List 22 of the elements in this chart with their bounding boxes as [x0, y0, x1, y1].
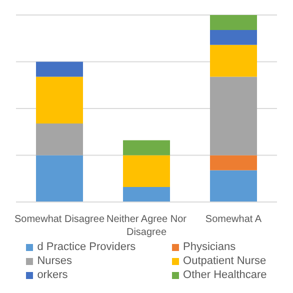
bar: [210, 30, 257, 45]
bar: [210, 15, 257, 30]
bar: [36, 76, 83, 124]
bar: [123, 140, 170, 156]
x-tick-label: Somewhat A: [205, 214, 262, 225]
bar: [123, 155, 170, 188]
legend-label: Physicians: [183, 240, 236, 254]
legend-label: Nurses: [37, 254, 72, 268]
bar: [36, 123, 83, 156]
bar: [36, 62, 83, 77]
legend-label: d Practice Providers: [37, 240, 136, 254]
legend-label: Outpatient Nurse: [183, 254, 266, 268]
x-tick-label: Somewhat Disagree: [14, 214, 105, 225]
bar: [36, 155, 83, 202]
legend-label: Other Healthcare: [183, 268, 267, 282]
bar: [210, 44, 257, 77]
bar: [123, 187, 170, 202]
x-tick-label: Neither Agree Nor Disagree: [106, 214, 188, 238]
bar: [210, 76, 257, 156]
legend-label: orkers: [37, 268, 68, 282]
bar: [210, 155, 257, 170]
bar: [210, 170, 257, 202]
